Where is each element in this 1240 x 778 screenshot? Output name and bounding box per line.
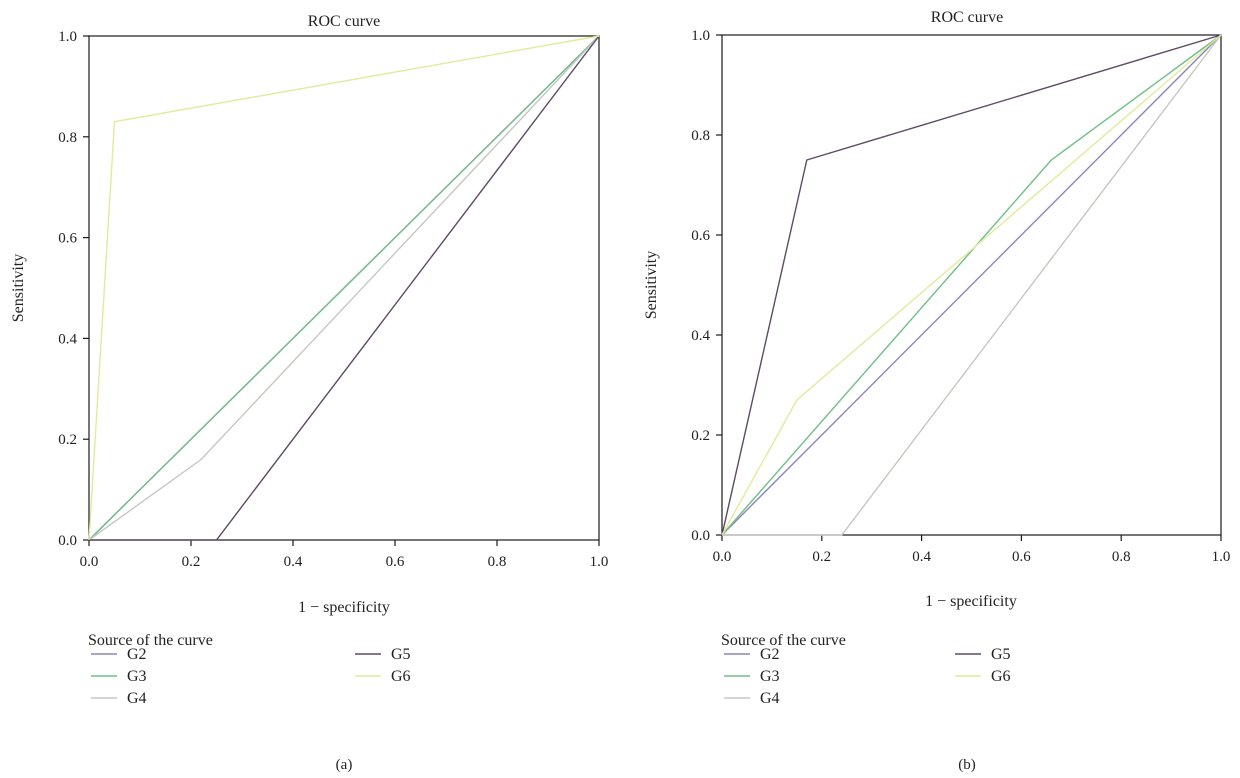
roc-panel-b: ROC curve 0.0 0.2 0.4 0.6 0.8 1.0 0.0 0.… xyxy=(643,9,1230,773)
x-tick-labels-b: 0.0 0.2 0.4 0.6 0.8 1.0 xyxy=(713,549,1231,565)
y-tick-label: 0.8 xyxy=(58,130,77,146)
y-tick-label: 0.2 xyxy=(691,428,710,444)
y-tick-label: 0.4 xyxy=(691,328,710,344)
y-tick-label: 0.2 xyxy=(58,432,77,448)
x-tick-label: 0.8 xyxy=(1112,549,1131,565)
panel-label-b: (b) xyxy=(958,757,976,773)
y-tick-label: 0.0 xyxy=(691,528,710,544)
y-tick-labels-a: 0.0 0.2 0.4 0.6 0.8 1.0 xyxy=(58,29,77,549)
x-tick-label: 0.0 xyxy=(713,549,732,565)
roc-panel-a: ROC curve 0.0 0.2 0.4 0.6 0.8 1.0 0.0 0.… xyxy=(10,13,608,773)
x-tick-label: 0.6 xyxy=(1012,549,1031,565)
legend-label-g5: G5 xyxy=(991,646,1011,663)
series-line-g3 xyxy=(721,34,1222,536)
legend-label-g2: G2 xyxy=(760,646,780,663)
legend-label-g4: G4 xyxy=(760,690,780,707)
y-tick-labels-b: 0.0 0.2 0.4 0.6 0.8 1.0 xyxy=(691,28,710,544)
legend-title-b: Source of the curve xyxy=(721,632,846,649)
y-axis-label-b: Sensitivity xyxy=(643,251,660,319)
series-line-g3 xyxy=(88,35,600,541)
x-tick-label: 1.0 xyxy=(590,554,609,570)
series-line-g6 xyxy=(88,35,600,541)
series-line-g5 xyxy=(721,34,1222,536)
series-line-g4 xyxy=(722,34,1222,536)
y-axis-label-a: Sensitivity xyxy=(10,254,27,322)
plot-frame-b xyxy=(721,34,1222,536)
x-tick-labels-a: 0.0 0.2 0.4 0.6 0.8 1.0 xyxy=(80,554,609,570)
legend-label-g2: G2 xyxy=(127,646,147,663)
series-line-g5 xyxy=(89,35,600,541)
legend-label-g6: G6 xyxy=(991,668,1011,685)
x-tick-label: 0.2 xyxy=(182,554,201,570)
tick-marks-a xyxy=(83,35,600,546)
y-tick-label: 0.8 xyxy=(691,128,710,144)
x-tick-label: 1.0 xyxy=(1212,549,1231,565)
y-tick-label: 1.0 xyxy=(58,29,77,45)
x-tick-label: 0.8 xyxy=(488,554,507,570)
legend-label-g5: G5 xyxy=(391,646,411,663)
legend-label-g4: G4 xyxy=(127,690,147,707)
tick-marks-b xyxy=(716,34,1222,541)
series-line-g4 xyxy=(88,35,600,541)
legend-a: G2 G3 G4 G5 G6 xyxy=(91,646,411,707)
legend-label-g6: G6 xyxy=(391,668,411,685)
series-line-g6 xyxy=(721,34,1222,536)
legend-title-a: Source of the curve xyxy=(88,632,213,649)
series-line-g2 xyxy=(721,34,1222,536)
x-tick-label: 0.4 xyxy=(912,549,931,565)
legend-label-g3: G3 xyxy=(760,668,780,685)
x-tick-label: 0.0 xyxy=(80,554,99,570)
x-tick-label: 0.4 xyxy=(284,554,303,570)
y-tick-label: 1.0 xyxy=(691,28,710,44)
x-tick-label: 0.2 xyxy=(812,549,831,565)
plot-frame-a xyxy=(88,35,600,541)
panel-label-a: (a) xyxy=(336,757,353,773)
chart-title-a: ROC curve xyxy=(308,13,380,30)
y-tick-label: 0.0 xyxy=(58,533,77,549)
chart-title-b: ROC curve xyxy=(931,9,1003,26)
x-axis-label-a: 1 − specificity xyxy=(298,599,390,616)
legend-label-g3: G3 xyxy=(127,668,147,685)
legend-b: G2 G3 G4 G5 G6 xyxy=(724,646,1011,707)
x-tick-label: 0.6 xyxy=(386,554,405,570)
y-tick-label: 0.6 xyxy=(58,231,77,247)
x-axis-label-b: 1 − specificity xyxy=(925,593,1017,610)
y-tick-label: 0.6 xyxy=(691,228,710,244)
series-lines-b xyxy=(721,34,1222,536)
series-lines-a xyxy=(88,35,600,541)
y-tick-label: 0.4 xyxy=(58,331,77,347)
